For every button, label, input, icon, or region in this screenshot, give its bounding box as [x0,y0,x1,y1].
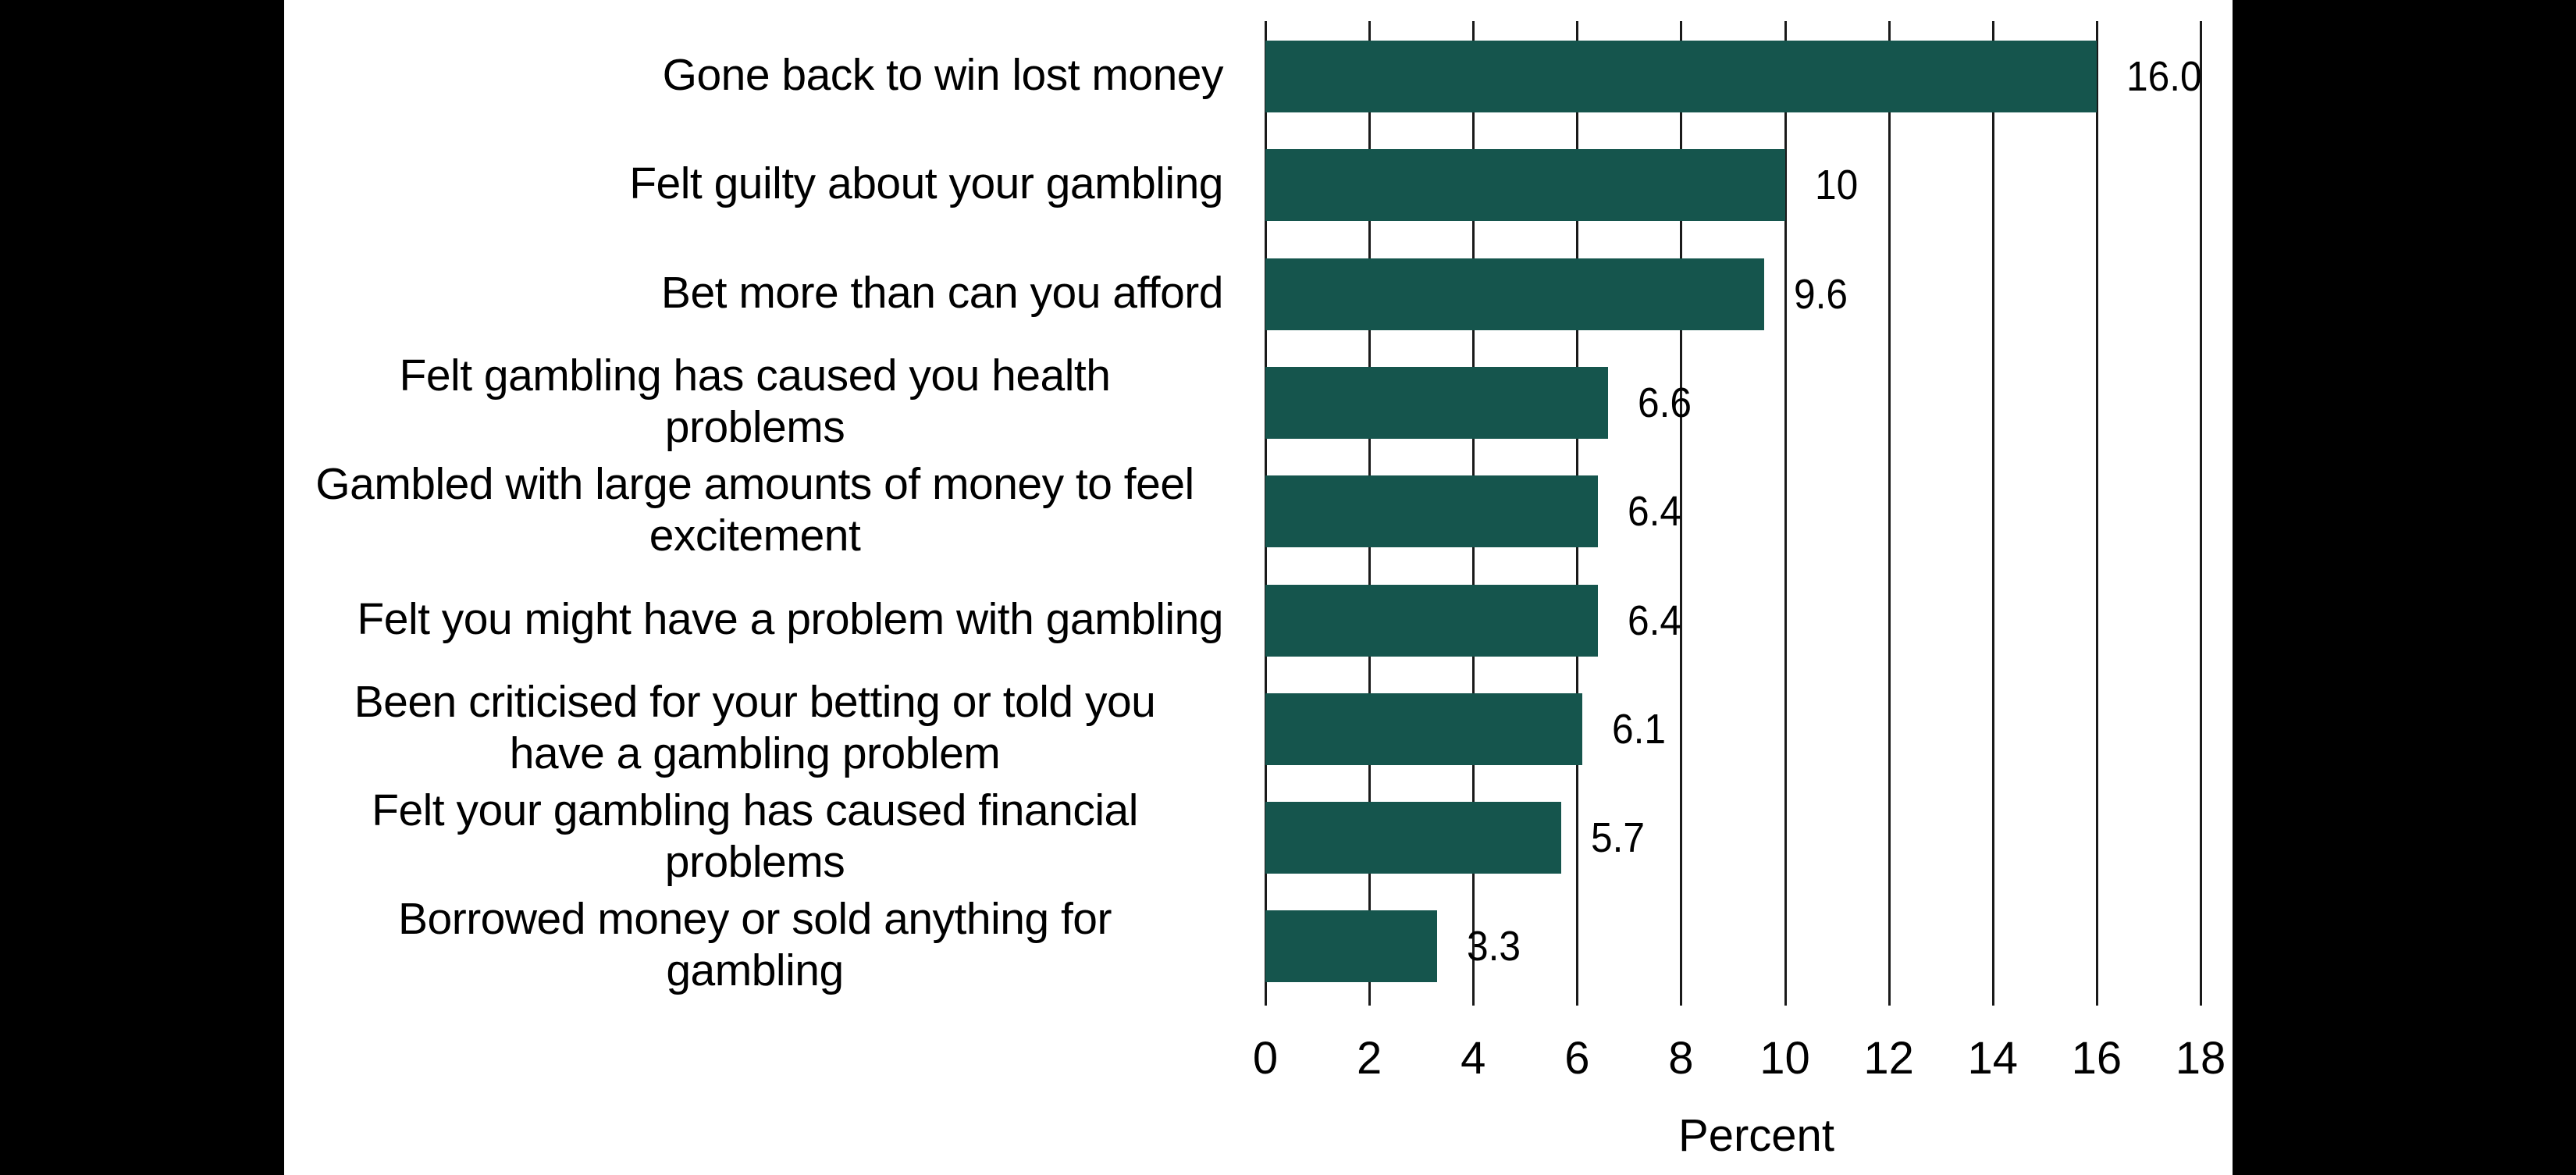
bar-value-label: 6.1 [1611,705,1667,753]
gridline [2095,21,2098,1006]
bar [1265,366,1609,439]
bar [1265,258,1764,330]
gridline [1784,21,1787,1006]
gridline [2200,21,2202,1006]
x-tick-label: 0 [1252,1033,1279,1084]
category-label: Felt guilty about your gambling [286,158,1223,209]
category-label: Felt your gambling has caused financial p… [286,785,1223,888]
bar [1265,41,2097,112]
bar-value-label: 6.6 [1638,379,1692,426]
gridline [1888,21,1891,1006]
x-tick-label: 18 [2175,1033,2226,1084]
bar [1265,910,1437,983]
category-label: Gambled with large amounts of money to f… [286,458,1223,561]
category-label-line: problems [664,837,845,888]
category-label-line: excitement [649,511,861,561]
bar [1265,802,1562,874]
x-tick-label: 12 [1863,1033,1914,1084]
category-label-line: Felt your gambling has caused financial [372,785,1138,836]
category-label: Borrowed money or sold anything for gambl… [286,893,1223,996]
left-letterbox [0,0,284,1175]
category-label-line: Felt gambling has caused you health [399,350,1111,401]
category-label-line: Been criticised for your betting or told… [354,676,1156,727]
category-label: Felt you might have a problem with gambl… [286,593,1223,645]
category-label-line: Gambled with large amounts of money to f… [315,459,1194,510]
bar [1265,693,1582,765]
x-tick-label: 10 [1759,1033,1810,1084]
category-label-line: Felt guilty about your gambling [629,158,1223,209]
x-tick-label: 2 [1356,1033,1382,1084]
gridline [1680,21,1683,1006]
x-tick-label: 16 [2071,1033,2122,1084]
category-label-line: Borrowed money or sold anything for [398,894,1112,945]
x-tick-label: 6 [1564,1033,1590,1084]
x-tick-label: 8 [1668,1033,1694,1084]
bar [1265,149,1785,222]
gridline [1991,21,1994,1006]
bar-value-label: 9.6 [1793,270,1848,318]
bar-value-label: 6.4 [1627,596,1682,644]
bar-value-label: 10 [1814,162,1858,209]
category-label: Bet more than can you afford [286,267,1224,319]
category-label-line: gambling [666,945,844,996]
bar [1265,584,1598,657]
category-label: Felt gambling has caused you health probl… [286,350,1223,453]
bar-value-label: 16.0 [2126,53,2202,100]
category-label-line: problems [664,401,845,452]
category-label: Gone back to win lost money [286,49,1224,101]
x-axis-title: Percent [1678,1110,1834,1161]
category-label-line: Felt you might have a problem with gambl… [357,593,1223,644]
category-label: Been criticised for your betting or told… [286,676,1223,779]
category-label-line: Bet more than can you afford [660,267,1224,318]
bar-value-label: 5.7 [1591,814,1646,862]
bar-value-label: 6.4 [1627,488,1682,536]
right-letterbox [2233,0,2576,1175]
x-tick-label: 4 [1461,1033,1486,1084]
x-tick-label: 14 [1967,1033,2019,1084]
bar-value-label: 3.3 [1466,923,1521,970]
category-label-line: have a gambling problem [509,728,1001,778]
bar [1265,475,1598,548]
category-label-line: Gone back to win lost money [662,50,1224,100]
